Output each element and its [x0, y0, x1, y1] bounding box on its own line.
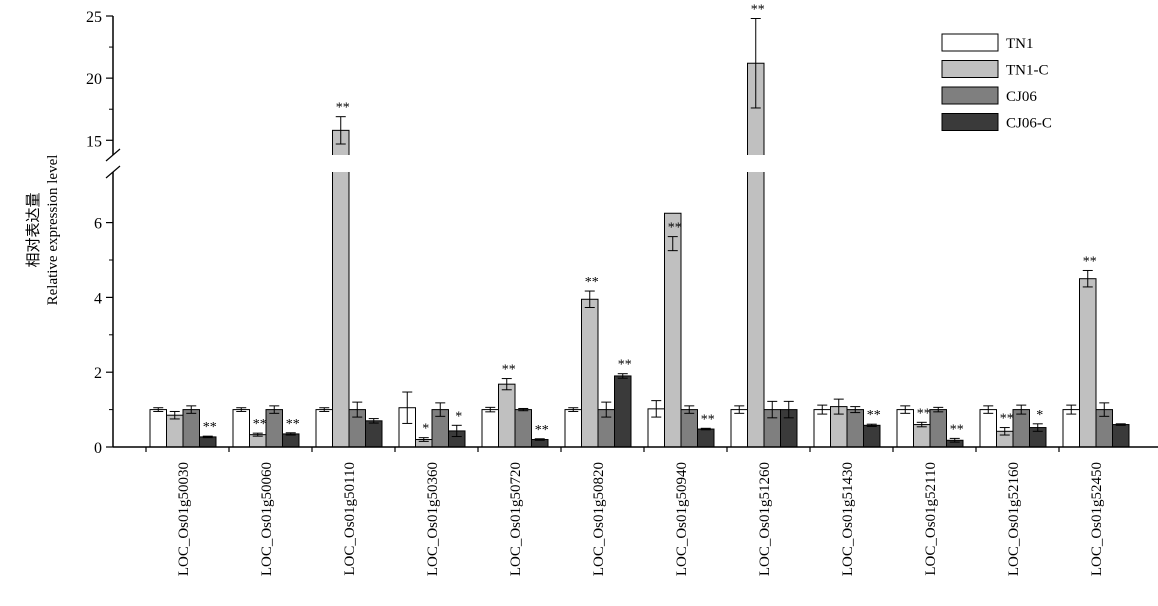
- x-tick-label-7: LOC_Os01g51260: [757, 462, 773, 576]
- legend-label-3: CJ06-C: [1006, 116, 1052, 132]
- y-tick-label-1: 2: [94, 365, 102, 382]
- significance-label-3-9: **: [950, 422, 964, 437]
- legend-swatch-1: [941, 60, 999, 78]
- significance-label-1-6: **: [668, 221, 682, 236]
- bar-0-1: [232, 409, 250, 448]
- legend-swatch-2: [941, 86, 999, 105]
- bar-break-1-2: [331, 155, 350, 172]
- y-axis-title-cn: 相对表达量: [25, 192, 42, 267]
- bar-0-2: [315, 409, 333, 448]
- bar-0-11: [1062, 409, 1080, 448]
- x-tick-label-8: LOC_Os01g51430: [840, 462, 856, 576]
- bars-layer: [149, 17, 1130, 448]
- x-tick-label-3: LOC_Os01g50360: [425, 462, 441, 576]
- bar-2-9: [929, 409, 947, 448]
- bar-0-10: [979, 409, 997, 448]
- significance-label-3-3: *: [455, 409, 462, 424]
- bar-0-7: [730, 409, 748, 448]
- bar-3-2: [365, 420, 383, 448]
- significance-label-1-9: **: [917, 406, 931, 421]
- bar-2-8: [846, 409, 864, 448]
- legend-layer: TN1 TN1-C CJ06 CJ06-C: [941, 33, 1052, 132]
- legend-swatch-0: [941, 33, 999, 52]
- significance-label-3-1: **: [286, 417, 300, 432]
- bar-3-6: [697, 428, 715, 448]
- y-tick-label-3: 6: [94, 216, 102, 233]
- axis-break-mark-lower: [105, 165, 121, 179]
- x-tick-label-4: LOC_Os01g50720: [508, 462, 524, 576]
- bar-3-8: [863, 424, 881, 448]
- bar-3-1: [282, 433, 300, 448]
- y-tick-label-2: 4: [94, 290, 102, 307]
- x-tick-label-9: LOC_Os01g52110: [923, 462, 939, 576]
- x-tick-label-10: LOC_Os01g52160: [1006, 462, 1022, 576]
- bar-0-8: [813, 409, 831, 448]
- bar-2-10: [1012, 409, 1030, 448]
- x-tick-label-5: LOC_Os01g50820: [591, 462, 607, 576]
- significance-label-1-5: **: [585, 275, 599, 290]
- bar-1-11: [1079, 278, 1097, 448]
- significance-label-1-11: **: [1083, 254, 1097, 269]
- significance-label-1-10: **: [1000, 412, 1014, 427]
- axis-break-mark-upper: [105, 148, 121, 162]
- bar-0-9: [896, 409, 914, 448]
- significance-label-3-4: **: [535, 423, 549, 438]
- bar-2-0: [182, 409, 200, 448]
- bar-2-6: [680, 409, 698, 448]
- y-tick-label-0: 0: [94, 440, 102, 457]
- significance-label-1-7: **: [751, 2, 765, 17]
- x-tick-label-11: LOC_Os01g52450: [1089, 462, 1105, 576]
- bar-1-2: [332, 129, 350, 448]
- y-tick-label-4: 15: [86, 133, 102, 150]
- bar-2-1: [265, 409, 283, 448]
- bar-2-4: [514, 409, 532, 448]
- bar-3-0: [199, 436, 217, 448]
- significance-label-3-5: **: [618, 358, 632, 373]
- significance-label-1-2: **: [336, 101, 350, 116]
- bar-1-7: [747, 62, 765, 448]
- labels-layer: **LOC_Os01g50030** **LOC_Os01g50060**LOC_…: [86, 2, 1105, 576]
- bar-break-1-7: [746, 155, 765, 172]
- x-tick-label-6: LOC_Os01g50940: [674, 462, 690, 576]
- significance-label-3-10: *: [1036, 408, 1043, 423]
- bar-1-0: [166, 414, 184, 448]
- legend-label-1: TN1-C: [1006, 63, 1049, 79]
- significance-label-1-4: **: [502, 363, 516, 378]
- x-tick-label-2: LOC_Os01g50110: [342, 462, 358, 576]
- bar-0-0: [149, 409, 167, 448]
- y-tick-label-5: 20: [86, 71, 102, 88]
- significance-label-1-3: *: [422, 422, 429, 437]
- legend-label-2: CJ06: [1006, 89, 1037, 105]
- bar-3-11: [1112, 424, 1130, 448]
- x-tick-label-0: LOC_Os01g50030: [176, 462, 192, 576]
- bar-0-4: [481, 409, 499, 448]
- significance-label-3-8: **: [867, 408, 881, 423]
- significance-label-1-1: **: [253, 417, 267, 432]
- significance-label-3-6: **: [701, 412, 715, 427]
- bar-0-5: [564, 409, 582, 448]
- y-tick-label-6: 25: [86, 9, 102, 26]
- bar-1-5: [581, 298, 599, 448]
- bar-1-9: [913, 424, 931, 448]
- significance-label-3-0: **: [203, 420, 217, 435]
- y-axis-title-en: Relative expression level: [45, 155, 61, 306]
- legend-swatch-3: [941, 113, 999, 131]
- x-tick-label-1: LOC_Os01g50060: [259, 462, 275, 576]
- bar-3-5: [614, 375, 632, 448]
- axis-layer: [105, 15, 1158, 452]
- bar-1-4: [498, 383, 516, 448]
- legend-label-0: TN1: [1006, 36, 1034, 52]
